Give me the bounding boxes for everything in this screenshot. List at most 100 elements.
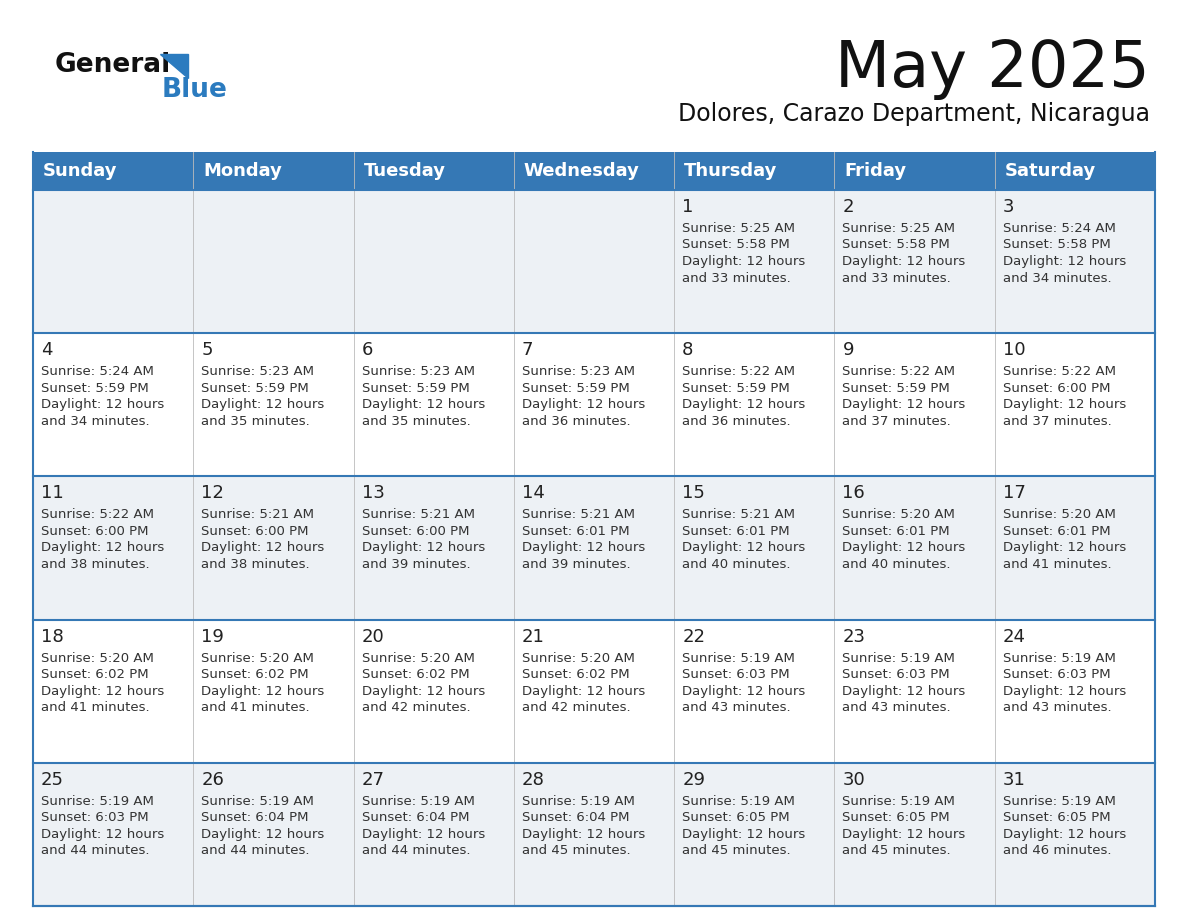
Text: Daylight: 12 hours: Daylight: 12 hours bbox=[682, 685, 805, 698]
Text: Sunset: 5:58 PM: Sunset: 5:58 PM bbox=[842, 239, 950, 252]
Text: and 43 minutes.: and 43 minutes. bbox=[682, 701, 791, 714]
Text: Sunset: 5:58 PM: Sunset: 5:58 PM bbox=[682, 239, 790, 252]
Text: and 34 minutes.: and 34 minutes. bbox=[42, 415, 150, 428]
Text: Sunset: 6:01 PM: Sunset: 6:01 PM bbox=[842, 525, 950, 538]
Text: Sunset: 6:02 PM: Sunset: 6:02 PM bbox=[42, 668, 148, 681]
Text: 12: 12 bbox=[201, 485, 225, 502]
Text: and 43 minutes.: and 43 minutes. bbox=[842, 701, 952, 714]
Text: Daylight: 12 hours: Daylight: 12 hours bbox=[1003, 828, 1126, 841]
Text: 22: 22 bbox=[682, 628, 706, 645]
Text: and 37 minutes.: and 37 minutes. bbox=[842, 415, 952, 428]
Text: Daylight: 12 hours: Daylight: 12 hours bbox=[842, 542, 966, 554]
Text: and 42 minutes.: and 42 minutes. bbox=[522, 701, 631, 714]
Text: Sunrise: 5:19 AM: Sunrise: 5:19 AM bbox=[1003, 795, 1116, 808]
Text: Sunset: 6:01 PM: Sunset: 6:01 PM bbox=[522, 525, 630, 538]
Text: 1: 1 bbox=[682, 198, 694, 216]
Text: Sunrise: 5:22 AM: Sunrise: 5:22 AM bbox=[1003, 365, 1116, 378]
Text: and 36 minutes.: and 36 minutes. bbox=[682, 415, 791, 428]
Text: 3: 3 bbox=[1003, 198, 1015, 216]
Text: Sunset: 5:58 PM: Sunset: 5:58 PM bbox=[1003, 239, 1111, 252]
Text: Daylight: 12 hours: Daylight: 12 hours bbox=[842, 685, 966, 698]
Text: Friday: Friday bbox=[845, 162, 906, 180]
Text: Sunset: 6:00 PM: Sunset: 6:00 PM bbox=[42, 525, 148, 538]
Text: 17: 17 bbox=[1003, 485, 1025, 502]
Text: and 40 minutes.: and 40 minutes. bbox=[842, 558, 950, 571]
Text: 8: 8 bbox=[682, 341, 694, 359]
Text: 7: 7 bbox=[522, 341, 533, 359]
Text: and 38 minutes.: and 38 minutes. bbox=[42, 558, 150, 571]
Text: Sunday: Sunday bbox=[43, 162, 118, 180]
Text: Sunrise: 5:20 AM: Sunrise: 5:20 AM bbox=[842, 509, 955, 521]
Text: 4: 4 bbox=[42, 341, 52, 359]
Text: Sunrise: 5:21 AM: Sunrise: 5:21 AM bbox=[201, 509, 315, 521]
Text: Sunrise: 5:21 AM: Sunrise: 5:21 AM bbox=[361, 509, 474, 521]
Text: Sunrise: 5:19 AM: Sunrise: 5:19 AM bbox=[682, 652, 795, 665]
Text: Sunset: 6:03 PM: Sunset: 6:03 PM bbox=[1003, 668, 1111, 681]
Text: 31: 31 bbox=[1003, 771, 1025, 789]
Text: Sunrise: 5:22 AM: Sunrise: 5:22 AM bbox=[42, 509, 154, 521]
Text: 24: 24 bbox=[1003, 628, 1025, 645]
Bar bbox=[33, 152, 1155, 190]
Text: Sunrise: 5:19 AM: Sunrise: 5:19 AM bbox=[361, 795, 474, 808]
Text: Sunrise: 5:23 AM: Sunrise: 5:23 AM bbox=[361, 365, 474, 378]
Text: Daylight: 12 hours: Daylight: 12 hours bbox=[682, 828, 805, 841]
Text: 25: 25 bbox=[42, 771, 64, 789]
Text: Sunrise: 5:22 AM: Sunrise: 5:22 AM bbox=[842, 365, 955, 378]
Text: Sunset: 5:59 PM: Sunset: 5:59 PM bbox=[42, 382, 148, 395]
Text: and 33 minutes.: and 33 minutes. bbox=[682, 272, 791, 285]
Text: Sunrise: 5:20 AM: Sunrise: 5:20 AM bbox=[42, 652, 154, 665]
Text: 19: 19 bbox=[201, 628, 225, 645]
Text: Sunrise: 5:23 AM: Sunrise: 5:23 AM bbox=[201, 365, 315, 378]
Text: Sunrise: 5:25 AM: Sunrise: 5:25 AM bbox=[682, 222, 795, 235]
Text: Daylight: 12 hours: Daylight: 12 hours bbox=[201, 828, 324, 841]
Text: 28: 28 bbox=[522, 771, 545, 789]
Text: May 2025: May 2025 bbox=[835, 38, 1150, 100]
Text: Sunset: 6:01 PM: Sunset: 6:01 PM bbox=[1003, 525, 1111, 538]
Text: Sunset: 6:01 PM: Sunset: 6:01 PM bbox=[682, 525, 790, 538]
Text: 6: 6 bbox=[361, 341, 373, 359]
Text: 21: 21 bbox=[522, 628, 545, 645]
Text: and 45 minutes.: and 45 minutes. bbox=[522, 845, 631, 857]
Text: Sunset: 5:59 PM: Sunset: 5:59 PM bbox=[361, 382, 469, 395]
Text: Daylight: 12 hours: Daylight: 12 hours bbox=[42, 828, 164, 841]
Text: Sunset: 5:59 PM: Sunset: 5:59 PM bbox=[842, 382, 950, 395]
Text: Sunrise: 5:23 AM: Sunrise: 5:23 AM bbox=[522, 365, 634, 378]
Text: Sunrise: 5:20 AM: Sunrise: 5:20 AM bbox=[361, 652, 474, 665]
Text: Sunset: 6:04 PM: Sunset: 6:04 PM bbox=[522, 812, 630, 824]
Bar bbox=[33, 190, 1155, 333]
Text: 23: 23 bbox=[842, 628, 865, 645]
Text: and 39 minutes.: and 39 minutes. bbox=[361, 558, 470, 571]
Text: Sunset: 6:05 PM: Sunset: 6:05 PM bbox=[842, 812, 950, 824]
Text: 5: 5 bbox=[201, 341, 213, 359]
Text: Daylight: 12 hours: Daylight: 12 hours bbox=[682, 398, 805, 411]
Text: and 35 minutes.: and 35 minutes. bbox=[361, 415, 470, 428]
Text: and 44 minutes.: and 44 minutes. bbox=[361, 845, 470, 857]
Text: Sunset: 5:59 PM: Sunset: 5:59 PM bbox=[201, 382, 309, 395]
Text: and 41 minutes.: and 41 minutes. bbox=[1003, 558, 1111, 571]
Text: and 38 minutes.: and 38 minutes. bbox=[201, 558, 310, 571]
Text: Sunset: 5:59 PM: Sunset: 5:59 PM bbox=[522, 382, 630, 395]
Text: 2: 2 bbox=[842, 198, 854, 216]
Bar bbox=[33, 333, 1155, 476]
Text: 18: 18 bbox=[42, 628, 64, 645]
Text: Daylight: 12 hours: Daylight: 12 hours bbox=[42, 685, 164, 698]
Bar bbox=[33, 476, 1155, 620]
Text: and 44 minutes.: and 44 minutes. bbox=[42, 845, 150, 857]
Text: and 41 minutes.: and 41 minutes. bbox=[201, 701, 310, 714]
Text: and 39 minutes.: and 39 minutes. bbox=[522, 558, 631, 571]
Bar bbox=[33, 620, 1155, 763]
Text: Sunset: 6:02 PM: Sunset: 6:02 PM bbox=[361, 668, 469, 681]
Text: Daylight: 12 hours: Daylight: 12 hours bbox=[682, 542, 805, 554]
Text: Tuesday: Tuesday bbox=[364, 162, 446, 180]
Text: Sunrise: 5:19 AM: Sunrise: 5:19 AM bbox=[522, 795, 634, 808]
Text: Sunset: 6:02 PM: Sunset: 6:02 PM bbox=[522, 668, 630, 681]
Text: and 34 minutes.: and 34 minutes. bbox=[1003, 272, 1111, 285]
Text: and 45 minutes.: and 45 minutes. bbox=[842, 845, 952, 857]
Text: Sunrise: 5:22 AM: Sunrise: 5:22 AM bbox=[682, 365, 795, 378]
Text: Thursday: Thursday bbox=[684, 162, 777, 180]
Text: Sunset: 5:59 PM: Sunset: 5:59 PM bbox=[682, 382, 790, 395]
Text: Sunset: 6:00 PM: Sunset: 6:00 PM bbox=[361, 525, 469, 538]
Text: and 43 minutes.: and 43 minutes. bbox=[1003, 701, 1111, 714]
Text: Daylight: 12 hours: Daylight: 12 hours bbox=[522, 828, 645, 841]
Text: Daylight: 12 hours: Daylight: 12 hours bbox=[1003, 255, 1126, 268]
